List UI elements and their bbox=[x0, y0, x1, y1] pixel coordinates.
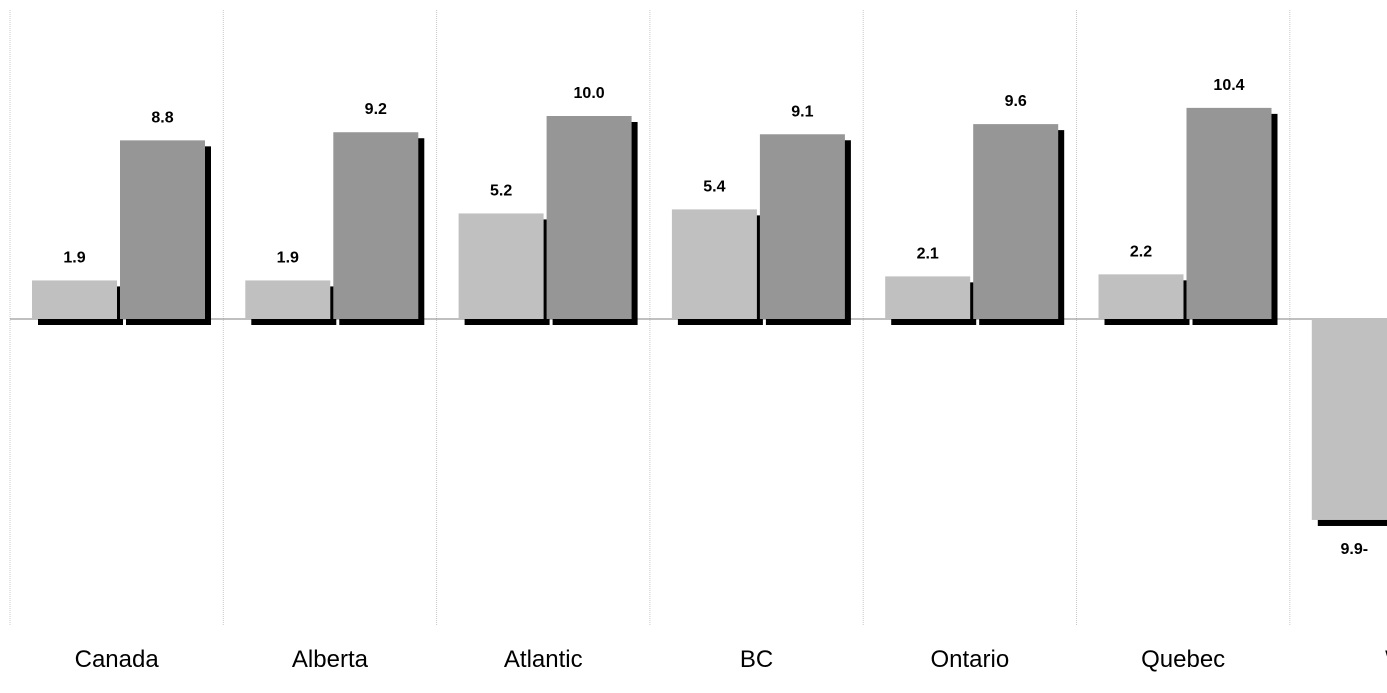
data-label: 2.2 bbox=[1130, 243, 1152, 260]
bar bbox=[1311, 319, 1387, 520]
category-label: Atlantic bbox=[504, 646, 583, 673]
bar bbox=[973, 124, 1059, 320]
bar bbox=[1186, 107, 1272, 319]
category-separators bbox=[9, 10, 1291, 626]
category-label: Canada bbox=[75, 646, 160, 673]
data-label: 9.6 bbox=[1005, 93, 1027, 110]
bar bbox=[458, 213, 544, 319]
data-label: 9.2 bbox=[365, 101, 387, 118]
category-labels: Canada Alberta Atlantic BC Ontario Quebec W bbox=[75, 646, 1387, 673]
bars bbox=[32, 107, 1387, 526]
data-label: 9.1 bbox=[791, 103, 813, 120]
bar bbox=[120, 140, 205, 319]
bar bbox=[245, 280, 331, 319]
category-label: W bbox=[1385, 646, 1387, 673]
bar bbox=[671, 209, 757, 319]
data-label: 2.1 bbox=[917, 245, 939, 262]
category-label: Alberta bbox=[292, 646, 369, 673]
bar bbox=[32, 280, 117, 319]
category-label: Ontario bbox=[930, 646, 1009, 673]
data-label: 10.4 bbox=[1213, 77, 1244, 94]
data-label: 5.2 bbox=[490, 182, 512, 199]
data-label: 5.4 bbox=[703, 178, 725, 195]
category-label: Quebec bbox=[1141, 646, 1225, 673]
bar bbox=[759, 134, 845, 319]
data-label: 8.8 bbox=[151, 109, 173, 126]
category-label: BC bbox=[740, 646, 773, 673]
bar bbox=[333, 132, 419, 319]
data-label: 10.0 bbox=[574, 85, 605, 102]
data-labels: 1.9 8.8 1.9 9.2 5.2 10.0 5.4 9.1 2.1 9.6 2.2 10.4 9.… bbox=[63, 77, 1368, 558]
bar bbox=[885, 276, 971, 319]
data-label: 1.9 bbox=[277, 249, 299, 266]
bar bbox=[1098, 274, 1184, 319]
data-label: 9.9- bbox=[1341, 541, 1369, 558]
data-label: 1.9 bbox=[63, 249, 85, 266]
bar bbox=[546, 116, 632, 319]
